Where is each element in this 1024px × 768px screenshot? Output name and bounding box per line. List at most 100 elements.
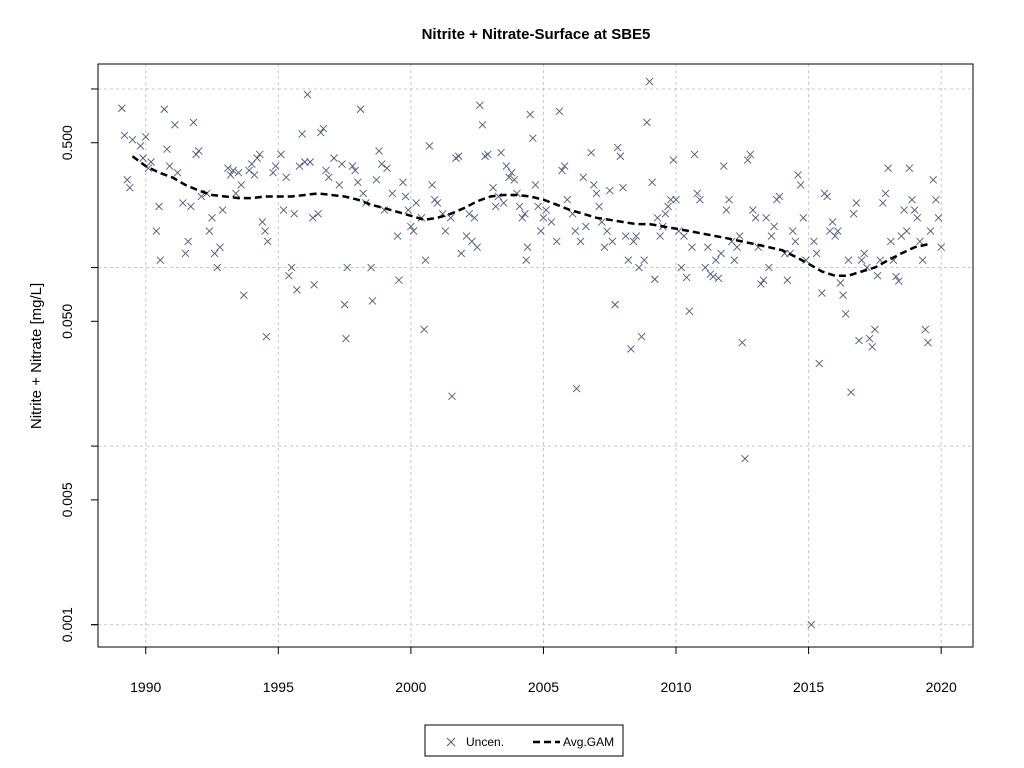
point-282 <box>932 195 940 204</box>
point-51 <box>277 150 285 159</box>
point-146 <box>558 166 566 175</box>
point-283 <box>934 213 943 222</box>
point-140 <box>536 227 545 235</box>
point-148 <box>563 195 572 204</box>
point-270 <box>900 206 908 214</box>
point-221 <box>765 263 773 272</box>
point-215 <box>749 206 757 214</box>
point-20 <box>184 237 192 246</box>
point-162 <box>605 186 614 195</box>
y-axis-label: Nitrite + Nitrate [mg/L] <box>28 283 45 429</box>
point-176 <box>643 118 651 127</box>
point-46 <box>261 227 269 235</box>
point-101 <box>425 142 434 150</box>
point-53 <box>282 173 291 182</box>
point-249 <box>844 256 853 264</box>
point-253 <box>855 336 863 345</box>
point-132 <box>518 213 527 222</box>
point-157 <box>592 189 601 198</box>
avg-gam-line <box>131 155 929 277</box>
point-120 <box>483 150 492 159</box>
point-5 <box>136 142 145 150</box>
point-227 <box>783 276 792 284</box>
point-213 <box>743 156 752 164</box>
point-16 <box>171 120 179 129</box>
point-250 <box>847 388 855 397</box>
point-23 <box>192 150 200 159</box>
point-189 <box>677 263 686 272</box>
point-82 <box>367 263 375 272</box>
point-198 <box>704 243 712 252</box>
point-71 <box>335 181 344 189</box>
point-91 <box>395 276 403 284</box>
point-153 <box>579 173 588 182</box>
point-67 <box>319 124 328 133</box>
point-280 <box>926 227 935 235</box>
point-195 <box>693 189 702 198</box>
point-73 <box>340 300 349 309</box>
point-186 <box>669 156 678 164</box>
point-58 <box>295 162 304 170</box>
point-79 <box>356 105 365 114</box>
point-21 <box>186 202 195 211</box>
point-154 <box>582 222 590 231</box>
point-152 <box>576 237 585 246</box>
point-159 <box>597 218 606 226</box>
point-259 <box>871 325 879 334</box>
point-275 <box>913 213 922 222</box>
point-97 <box>412 199 421 207</box>
x-tick-label-2015: 2015 <box>793 679 824 695</box>
point-48 <box>263 237 272 246</box>
point-184 <box>664 202 672 211</box>
point-177 <box>645 77 654 86</box>
point-187 <box>672 195 680 204</box>
point-174 <box>637 332 646 341</box>
point-33 <box>224 164 232 173</box>
point-142 <box>542 206 550 214</box>
point-204 <box>719 162 728 170</box>
point-137 <box>529 134 537 143</box>
point-68 <box>322 166 330 175</box>
point-10 <box>152 227 161 235</box>
point-131 <box>515 202 524 211</box>
point-133 <box>521 209 529 218</box>
grid <box>98 64 973 647</box>
point-241 <box>823 192 831 201</box>
point-24 <box>194 147 203 155</box>
point-138 <box>531 181 540 189</box>
point-1 <box>120 131 129 140</box>
point-171 <box>629 237 638 246</box>
point-19 <box>181 249 190 258</box>
point-169 <box>624 256 633 264</box>
point-225 <box>775 192 784 201</box>
point-163 <box>608 237 617 246</box>
point-265 <box>886 237 895 246</box>
point-78 <box>354 178 362 187</box>
point-32 <box>218 206 227 214</box>
point-223 <box>770 222 778 231</box>
point-100 <box>421 256 430 264</box>
point-264 <box>884 164 892 173</box>
point-273 <box>908 195 916 204</box>
point-99 <box>420 325 428 334</box>
point-4 <box>128 135 137 144</box>
point-94 <box>404 206 413 214</box>
point-203 <box>717 249 725 258</box>
point-178 <box>648 178 656 187</box>
x-tick-label-2010: 2010 <box>660 679 691 695</box>
point-281 <box>929 175 938 184</box>
point-34 <box>226 171 235 179</box>
point-54 <box>285 271 293 280</box>
point-156 <box>590 181 598 189</box>
point-255 <box>860 249 869 258</box>
point-209 <box>733 243 741 252</box>
point-110 <box>454 152 463 161</box>
point-168 <box>621 232 630 240</box>
point-95 <box>407 222 415 231</box>
point-113 <box>465 209 474 218</box>
point-2 <box>123 175 131 184</box>
point-167 <box>619 183 627 192</box>
point-11 <box>155 202 163 211</box>
point-76 <box>348 162 357 170</box>
point-89 <box>388 189 397 198</box>
